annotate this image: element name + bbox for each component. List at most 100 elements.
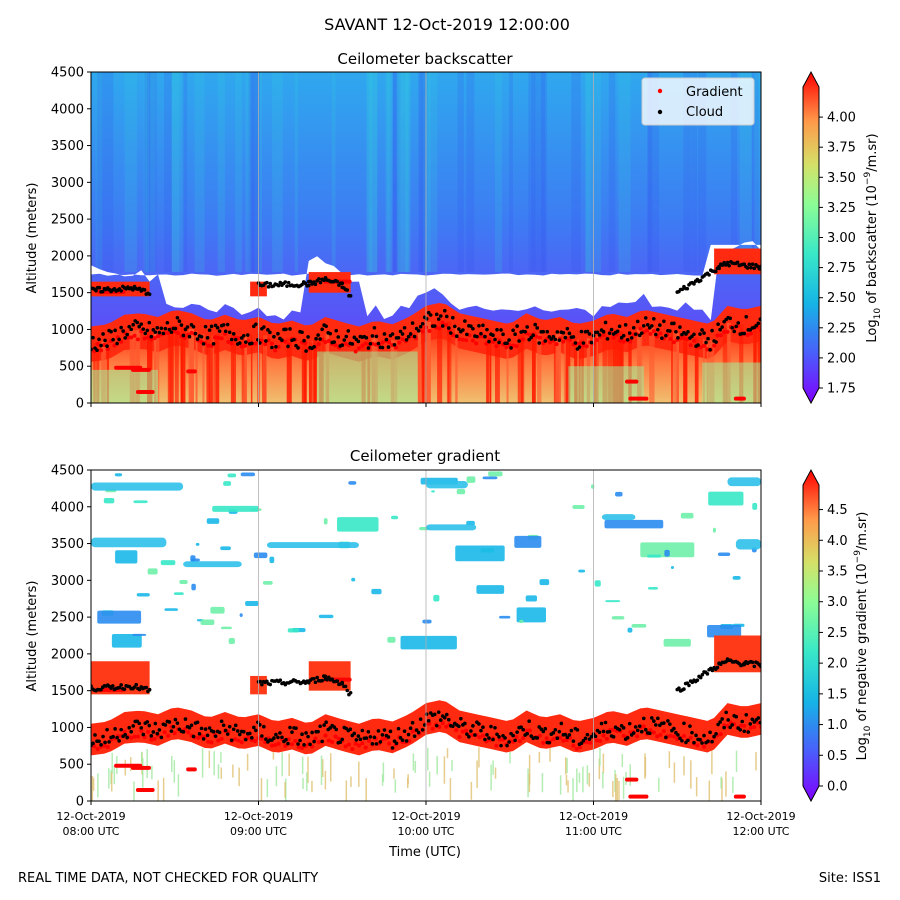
low-streak <box>428 771 431 787</box>
cloud-marker <box>370 334 375 338</box>
cloud-marker <box>471 724 475 728</box>
low-streak <box>572 778 574 801</box>
sky-stripe <box>145 72 150 272</box>
gradient-marker <box>648 728 653 733</box>
gradient-marker <box>437 326 442 331</box>
gradient-marker <box>152 736 157 741</box>
cloud-marker <box>563 732 568 737</box>
gradient-marker <box>537 733 542 738</box>
gradient-marker <box>681 336 686 341</box>
low-streak <box>541 773 544 793</box>
cloud-marker <box>720 325 724 329</box>
cloud-marker <box>555 330 560 334</box>
cloud-marker <box>420 321 425 326</box>
cloud-marker <box>410 321 415 325</box>
cloud-marker <box>617 727 622 732</box>
low-streak <box>301 756 304 775</box>
cloud-marker <box>623 323 628 327</box>
cloud-marker <box>493 725 497 730</box>
low-streak <box>113 765 116 785</box>
sky-stripe <box>586 72 593 272</box>
cloud-marker <box>356 734 361 738</box>
low-streak <box>449 778 452 800</box>
cloud-marker <box>503 736 507 740</box>
cloud-marker <box>469 729 473 733</box>
cloud-marker <box>475 334 479 339</box>
gradient-marker <box>296 745 301 750</box>
cloud-marker <box>513 738 517 743</box>
gradient-colorbar-label: Log10 of negative gradient (10−9/m.sr) <box>853 512 873 761</box>
cloud-marker <box>607 729 612 734</box>
cloud-marker <box>690 730 694 735</box>
cloud-marker <box>193 331 198 336</box>
gradient-marker <box>688 343 693 348</box>
y-tick-label: 3500 <box>51 139 84 154</box>
cloud-marker <box>722 725 726 730</box>
signal-streak <box>180 327 186 403</box>
gradient-marker <box>300 745 305 750</box>
cloud-marker <box>260 734 264 738</box>
cloud-marker <box>455 334 459 339</box>
aerosol-patch <box>132 633 147 636</box>
cloud-marker <box>416 730 421 735</box>
low-streak <box>358 761 360 787</box>
cloud-marker <box>328 331 332 336</box>
cloud-marker <box>219 719 224 724</box>
cloud-marker <box>424 317 429 321</box>
cloud-marker <box>744 314 749 319</box>
gradient-marker <box>634 379 639 384</box>
aerosol-patch <box>348 481 357 485</box>
cloud-marker <box>658 323 662 327</box>
cloud-marker <box>605 337 610 341</box>
colorbar-tick-label: 1.5 <box>827 687 848 702</box>
signal-streak <box>313 340 317 403</box>
aerosol-patch <box>245 600 259 606</box>
cloud-marker <box>324 720 328 725</box>
cloud-marker <box>720 263 725 267</box>
low-streak <box>302 777 304 790</box>
cloud-marker <box>296 346 300 350</box>
x-tick-label: 10:00 UTC <box>397 825 454 838</box>
legend-gradient-marker <box>657 88 663 94</box>
cloud-marker <box>603 320 608 325</box>
cloud-marker <box>559 721 564 726</box>
cloud-marker <box>749 265 753 270</box>
cloud-marker <box>147 687 152 692</box>
gradient-marker <box>507 343 512 348</box>
low-streak <box>446 748 449 759</box>
cloud-marker <box>173 326 178 331</box>
cloud-marker <box>327 675 331 680</box>
cloud-marker <box>335 279 340 284</box>
sky-stripe <box>124 72 137 272</box>
gradient-marker <box>380 340 385 345</box>
gradient-marker <box>132 734 137 739</box>
gradient-marker <box>460 337 465 342</box>
cloud-marker <box>579 741 584 746</box>
cloud-marker <box>241 333 246 338</box>
cloud-marker <box>677 686 681 690</box>
cloud-marker <box>611 735 616 739</box>
cloud-marker <box>318 280 323 285</box>
signal-streak <box>233 333 237 403</box>
cloud-marker <box>573 341 578 345</box>
gradient-marker <box>480 733 485 738</box>
cloud-marker <box>652 316 656 321</box>
cloud-marker <box>754 323 759 328</box>
cloud-marker <box>320 739 324 744</box>
cloud-marker <box>680 738 684 743</box>
signal-streak <box>694 336 699 403</box>
gradient-marker <box>135 337 140 342</box>
cloud-marker <box>290 730 294 734</box>
cloud-marker <box>716 322 720 327</box>
cloud-marker <box>555 736 560 741</box>
cloud-marker <box>579 329 584 334</box>
gradient-marker <box>192 369 197 374</box>
cloud-marker <box>312 739 316 744</box>
signal-streak <box>683 334 688 403</box>
cloud-marker <box>157 728 162 732</box>
cloud-marker <box>93 733 97 737</box>
cloud-marker <box>716 722 720 727</box>
cloud-marker <box>254 322 258 327</box>
cloud-marker <box>676 336 680 340</box>
cloud-marker <box>756 321 761 326</box>
